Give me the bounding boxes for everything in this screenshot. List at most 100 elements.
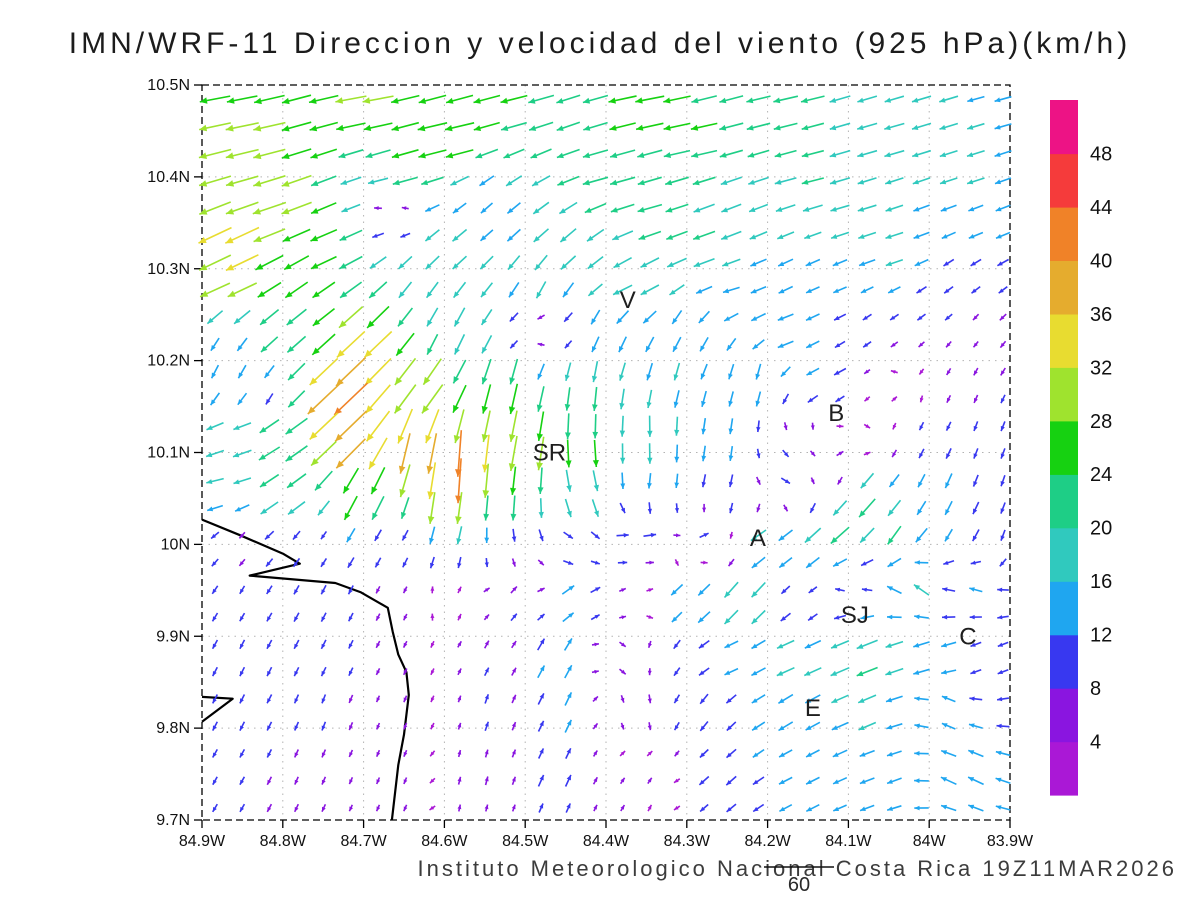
coastline-peninsula [201,695,234,723]
wind-arrow [619,641,627,648]
wind-arrow-head [1000,508,1005,514]
wind-arrow [232,449,252,458]
wind-arrow-head [838,451,844,456]
wind-arrow [943,560,955,566]
x-tick-label: 84.7W [340,833,387,850]
wind-arrow [473,94,501,104]
wind-arrow-head [423,376,431,385]
wind-arrow-head [426,465,434,474]
wind-arrow-head [994,152,1001,157]
wind-arrow-head [253,180,262,187]
wind-arrow-head [943,560,949,565]
wind-arrow-head [365,152,373,159]
wind-arrow [347,557,355,569]
wind-arrow-head [1000,342,1005,348]
wind-arrow-head [212,806,217,812]
wind-arrow-head [429,778,435,784]
coastline-layer [201,518,410,821]
wind-arrow [647,415,653,437]
wind-arrow [591,361,599,383]
wind-arrow [565,747,572,759]
wind-arrow-head [721,234,728,240]
wind-arrow-head [887,806,893,811]
wind-arrow [582,149,609,159]
wind-arrow-head [565,432,571,440]
wind-arrow [940,641,957,648]
wind-arrow-head [834,615,840,620]
wind-arrow-head [970,642,976,647]
wind-arrow [635,95,665,104]
wind-arrow-head [253,125,262,132]
wind-arrow [692,230,716,241]
wind-arrow [199,95,231,104]
wind-arrow-head [805,261,812,266]
wind-arrow [646,362,654,381]
wind-arrow [310,175,337,187]
wind-arrow [427,492,436,525]
wind-arrow [239,776,246,786]
wind-arrow-head [207,317,214,324]
wind-arrow-head [429,805,435,810]
wind-arrow-head [620,805,625,810]
wind-arrow [362,95,394,104]
wind-arrow-head [939,124,946,130]
wind-arrow-head [1001,398,1005,404]
wind-arrow [310,255,337,270]
wind-arrow-head [591,318,597,325]
wind-arrow [832,286,847,294]
wind-arrow-head [837,479,842,485]
wind-arrow [912,177,931,185]
wind-arrow [321,803,327,813]
wind-arrow-head [969,696,975,701]
wind-arrow-head [398,319,405,327]
wind-arrow-head [480,207,487,214]
wind-arrow-head [457,613,461,619]
wind-arrow [918,368,925,375]
colorbar-tick-label: 28 [1090,411,1112,433]
wind-arrow-head [294,670,299,677]
wind-arrow [640,284,660,296]
wind-arrow [287,390,306,408]
wind-arrow [320,530,328,540]
wind-arrow-head [945,535,950,542]
wind-arrow-head [914,805,920,811]
wind-arrow-head [806,315,812,321]
wind-arrow [333,382,369,416]
wind-arrow-head [481,434,489,442]
wind-arrow [727,558,735,567]
wind-arrow [281,121,312,132]
wind-arrow-head [210,399,216,406]
wind-arrow-head [784,452,789,457]
wind-arrow [392,176,418,186]
wind-arrow-head [457,750,462,755]
wind-arrow [510,585,518,594]
wind-arrow [750,285,767,294]
wind-arrow [365,149,391,159]
wind-arrow-head [693,207,701,213]
wind-arrow-head [945,509,950,515]
wind-arrow [836,424,844,429]
wind-arrow-head [511,722,516,728]
wind-arrow-head [729,508,734,514]
wind-arrow-head [857,206,865,212]
wind-arrow-head [565,460,572,468]
wind-arrow-head [398,291,405,298]
wind-arrow-head [943,261,949,266]
wind-arrow-head [294,779,299,785]
colorbar-segment [1050,100,1078,155]
wind-arrow [564,340,573,349]
wind-arrow [776,639,795,650]
wind-arrow-head [810,507,815,513]
wind-arrow [884,149,905,158]
wind-arrow-head [621,669,626,675]
wind-arrow-head [722,261,729,267]
wind-arrow [590,614,600,621]
wind-arrow-head [941,696,948,701]
wind-arrow [198,254,232,271]
wind-arrow-head [368,179,375,185]
wind-arrow-head [807,397,814,403]
wind-arrow-head [226,97,235,104]
wind-arrow-head [238,372,244,379]
colorbar-tick-label: 40 [1090,250,1112,272]
wind-arrow-head [366,433,374,442]
